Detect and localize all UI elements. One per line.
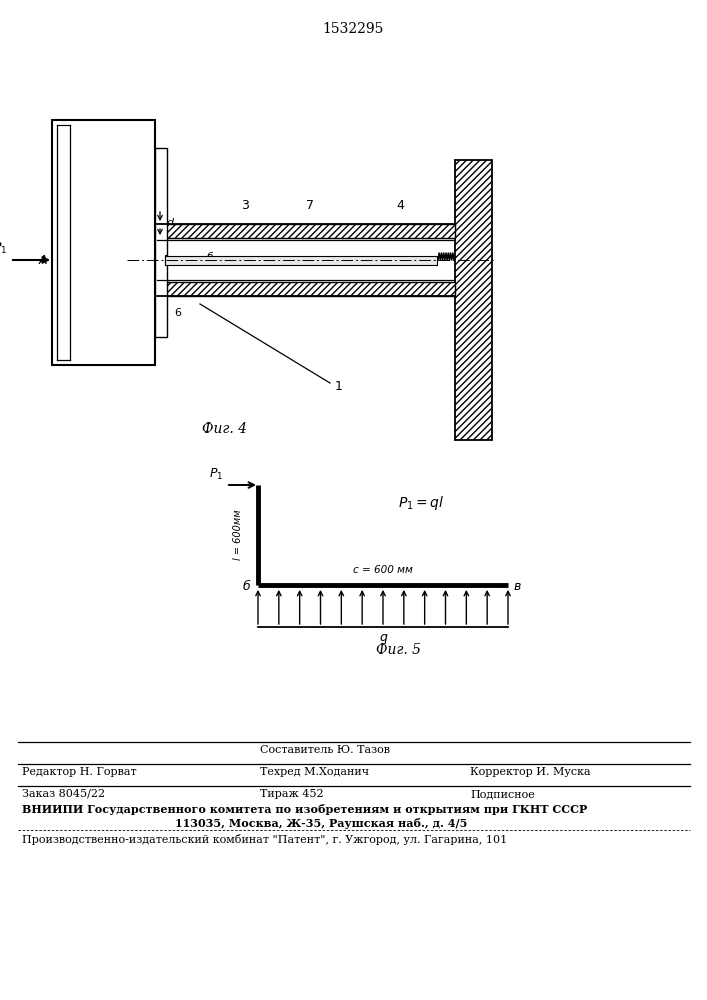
Text: Составитель Ю. Тазов: Составитель Ю. Тазов: [260, 745, 390, 755]
Bar: [155, 148, 167, 337]
Text: 1: 1: [335, 379, 343, 392]
Text: l = 600мм: l = 600мм: [233, 510, 243, 560]
Bar: [455, 160, 492, 440]
Text: Фиг. 4: Фиг. 4: [202, 422, 247, 436]
Text: б: б: [207, 252, 214, 262]
Bar: [455, 160, 492, 440]
Text: c = 600 мм: c = 600 мм: [353, 565, 413, 575]
Text: в: в: [514, 580, 521, 592]
Text: 6: 6: [175, 308, 182, 318]
Text: 113035, Москва, Ж-35, Раушская наб., д. 4/5: 113035, Москва, Ж-35, Раушская наб., д. …: [175, 818, 467, 829]
Bar: [52, 120, 155, 365]
Text: q: q: [379, 631, 387, 644]
Text: Фиг. 5: Фиг. 5: [375, 643, 421, 657]
Bar: [165, 255, 167, 265]
Text: б: б: [243, 580, 250, 592]
Text: $P_1$: $P_1$: [0, 241, 7, 256]
Text: 3: 3: [241, 199, 249, 212]
Text: Техред М.Ходанич: Техред М.Ходанич: [260, 767, 369, 777]
Text: Производственно-издательский комбинат "Патент", г. Ужгород, ул. Гагарина, 101: Производственно-издательский комбинат "П…: [22, 834, 507, 845]
Bar: [157, 224, 455, 238]
Text: Заказ 8045/22: Заказ 8045/22: [22, 789, 105, 799]
Text: 4: 4: [396, 199, 404, 212]
Bar: [157, 224, 455, 238]
Text: d: d: [166, 218, 173, 228]
Text: 7: 7: [306, 199, 314, 212]
Text: Подписное: Подписное: [470, 789, 534, 799]
Text: 5: 5: [158, 308, 165, 318]
Text: $P_1 = ql$: $P_1 = ql$: [398, 494, 445, 512]
Text: Редактор Н. Горват: Редактор Н. Горват: [22, 767, 136, 777]
Bar: [165, 255, 437, 264]
Text: A: A: [38, 253, 47, 266]
Text: 1532295: 1532295: [322, 22, 384, 36]
Text: $P_1$: $P_1$: [209, 467, 223, 482]
Text: ВНИИПИ Государственного комитета по изобретениям и открытиям при ГКНТ СССР: ВНИИПИ Государственного комитета по изоб…: [22, 804, 588, 815]
Bar: [157, 282, 455, 296]
Text: Корректор И. Муска: Корректор И. Муска: [470, 767, 590, 777]
Bar: [157, 282, 455, 296]
Text: Тираж 452: Тираж 452: [260, 789, 324, 799]
